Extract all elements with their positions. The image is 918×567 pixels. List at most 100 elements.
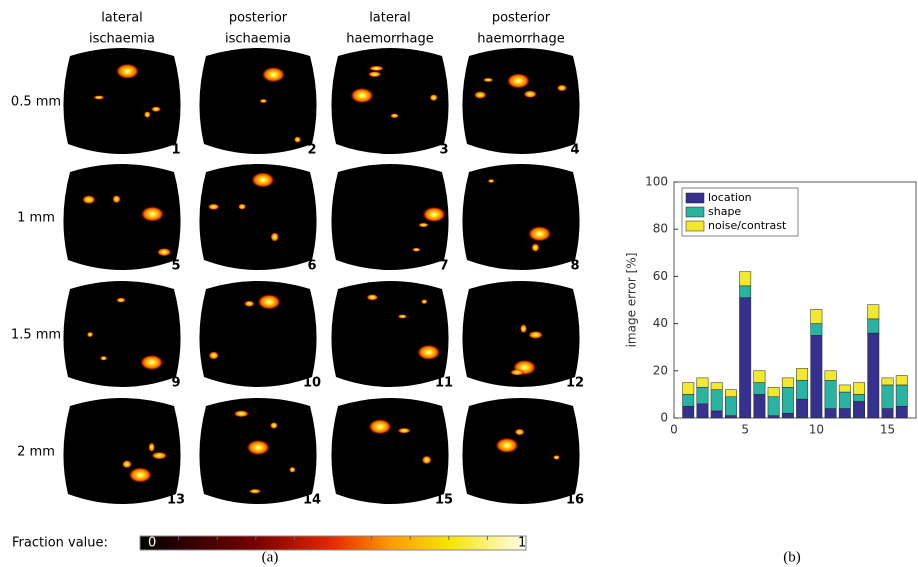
hotspot <box>140 206 165 223</box>
hotspot <box>293 136 302 143</box>
head-image <box>199 164 317 270</box>
row-label: 2 mm <box>17 445 55 460</box>
plot-frame <box>673 181 917 419</box>
image-number: 9 <box>171 376 180 391</box>
bar-segment <box>682 405 695 419</box>
image-number: 15 <box>435 493 453 508</box>
bar-segment <box>853 382 866 395</box>
hotspot <box>429 94 438 102</box>
hotspot <box>420 299 428 305</box>
bar-segment <box>781 387 794 414</box>
image-number: 5 <box>171 259 180 274</box>
bar-segment <box>796 398 809 419</box>
column-header: haemorrhage <box>346 32 434 47</box>
image-number: 10 <box>303 376 321 391</box>
column-header: ischaemia <box>89 32 155 47</box>
legend-label: noise/contrast <box>708 219 787 232</box>
hotspot <box>208 351 220 360</box>
legend-swatch <box>685 192 705 204</box>
hotspot <box>238 203 247 210</box>
head-image <box>199 48 317 154</box>
hotspot <box>421 455 432 465</box>
bar-segment <box>838 408 851 419</box>
image-number: 8 <box>570 259 579 274</box>
head-image <box>462 48 580 154</box>
head-image <box>331 164 449 270</box>
hotspot <box>506 72 531 89</box>
bar-segment <box>796 379 809 400</box>
hotspot <box>350 87 375 104</box>
head-image <box>331 48 449 154</box>
colorbar-tick-label: 0 <box>148 536 156 551</box>
bar-segment <box>781 413 794 419</box>
hotspot <box>397 314 408 319</box>
hotspot <box>270 232 280 242</box>
head-image <box>462 398 580 504</box>
bar-segment <box>895 384 908 407</box>
bar-segment <box>810 309 823 324</box>
hotspot <box>390 113 399 119</box>
column-header: posterior <box>229 11 288 26</box>
hotspot <box>246 439 271 456</box>
bar-segment <box>838 391 851 409</box>
bar-segment <box>867 304 880 320</box>
caption: (a) <box>262 549 279 565</box>
y-axis-label: image error [%] <box>625 253 639 348</box>
hotspot <box>156 247 172 257</box>
head-image <box>331 281 449 387</box>
head-image <box>199 281 317 387</box>
bar-segment <box>824 370 837 381</box>
bar-segment <box>767 387 780 398</box>
hotspot <box>473 91 487 99</box>
bar-segment <box>753 382 766 395</box>
image-number: 3 <box>439 143 448 158</box>
head-image <box>462 281 580 387</box>
hotspot <box>82 195 96 205</box>
head-image <box>63 164 181 270</box>
bar-segment <box>682 394 695 407</box>
x-tick-label: 15 <box>880 423 895 437</box>
column-header: ischaemia <box>225 32 291 47</box>
y-tick-label: 20 <box>653 363 668 377</box>
bar-segment <box>810 335 823 419</box>
hotspot <box>418 222 429 228</box>
hotspot <box>115 63 140 80</box>
hotspot <box>509 369 525 376</box>
bar-segment <box>753 370 766 383</box>
hotspot <box>259 98 268 104</box>
bar-segment <box>781 377 794 388</box>
bar-segment <box>710 382 723 390</box>
image-number: 1 <box>171 143 180 158</box>
y-tick-label: 40 <box>653 316 668 330</box>
column-header: lateral <box>369 11 411 26</box>
image-number: 12 <box>566 376 584 391</box>
image-number: 2 <box>307 143 316 158</box>
bar-segment <box>853 401 866 419</box>
hotspot <box>422 206 447 223</box>
legend-swatch <box>685 220 705 232</box>
hotspot <box>99 355 108 361</box>
bar-segment <box>753 394 766 419</box>
hotspot <box>514 428 525 436</box>
colorbar-label: Fraction value: <box>12 536 108 551</box>
hotspot <box>482 77 494 83</box>
hotspot <box>248 488 262 494</box>
bar-segment <box>796 368 809 381</box>
hotspot <box>86 331 94 338</box>
bar-segment <box>824 379 837 409</box>
bar-segment <box>710 389 723 412</box>
legend-label: shape <box>708 205 741 218</box>
hotspot <box>527 225 552 242</box>
hotspot <box>416 344 441 361</box>
x-tick-label: 5 <box>741 423 749 437</box>
hotspot <box>116 297 126 303</box>
image-number: 14 <box>303 493 321 508</box>
x-tick-label: 0 <box>670 423 678 437</box>
hotspot <box>367 71 382 78</box>
bar-segment <box>696 387 709 405</box>
hotspot <box>412 247 421 252</box>
x-tick-label: 10 <box>809 423 824 437</box>
head-image <box>462 164 580 270</box>
hotspot <box>151 106 162 113</box>
